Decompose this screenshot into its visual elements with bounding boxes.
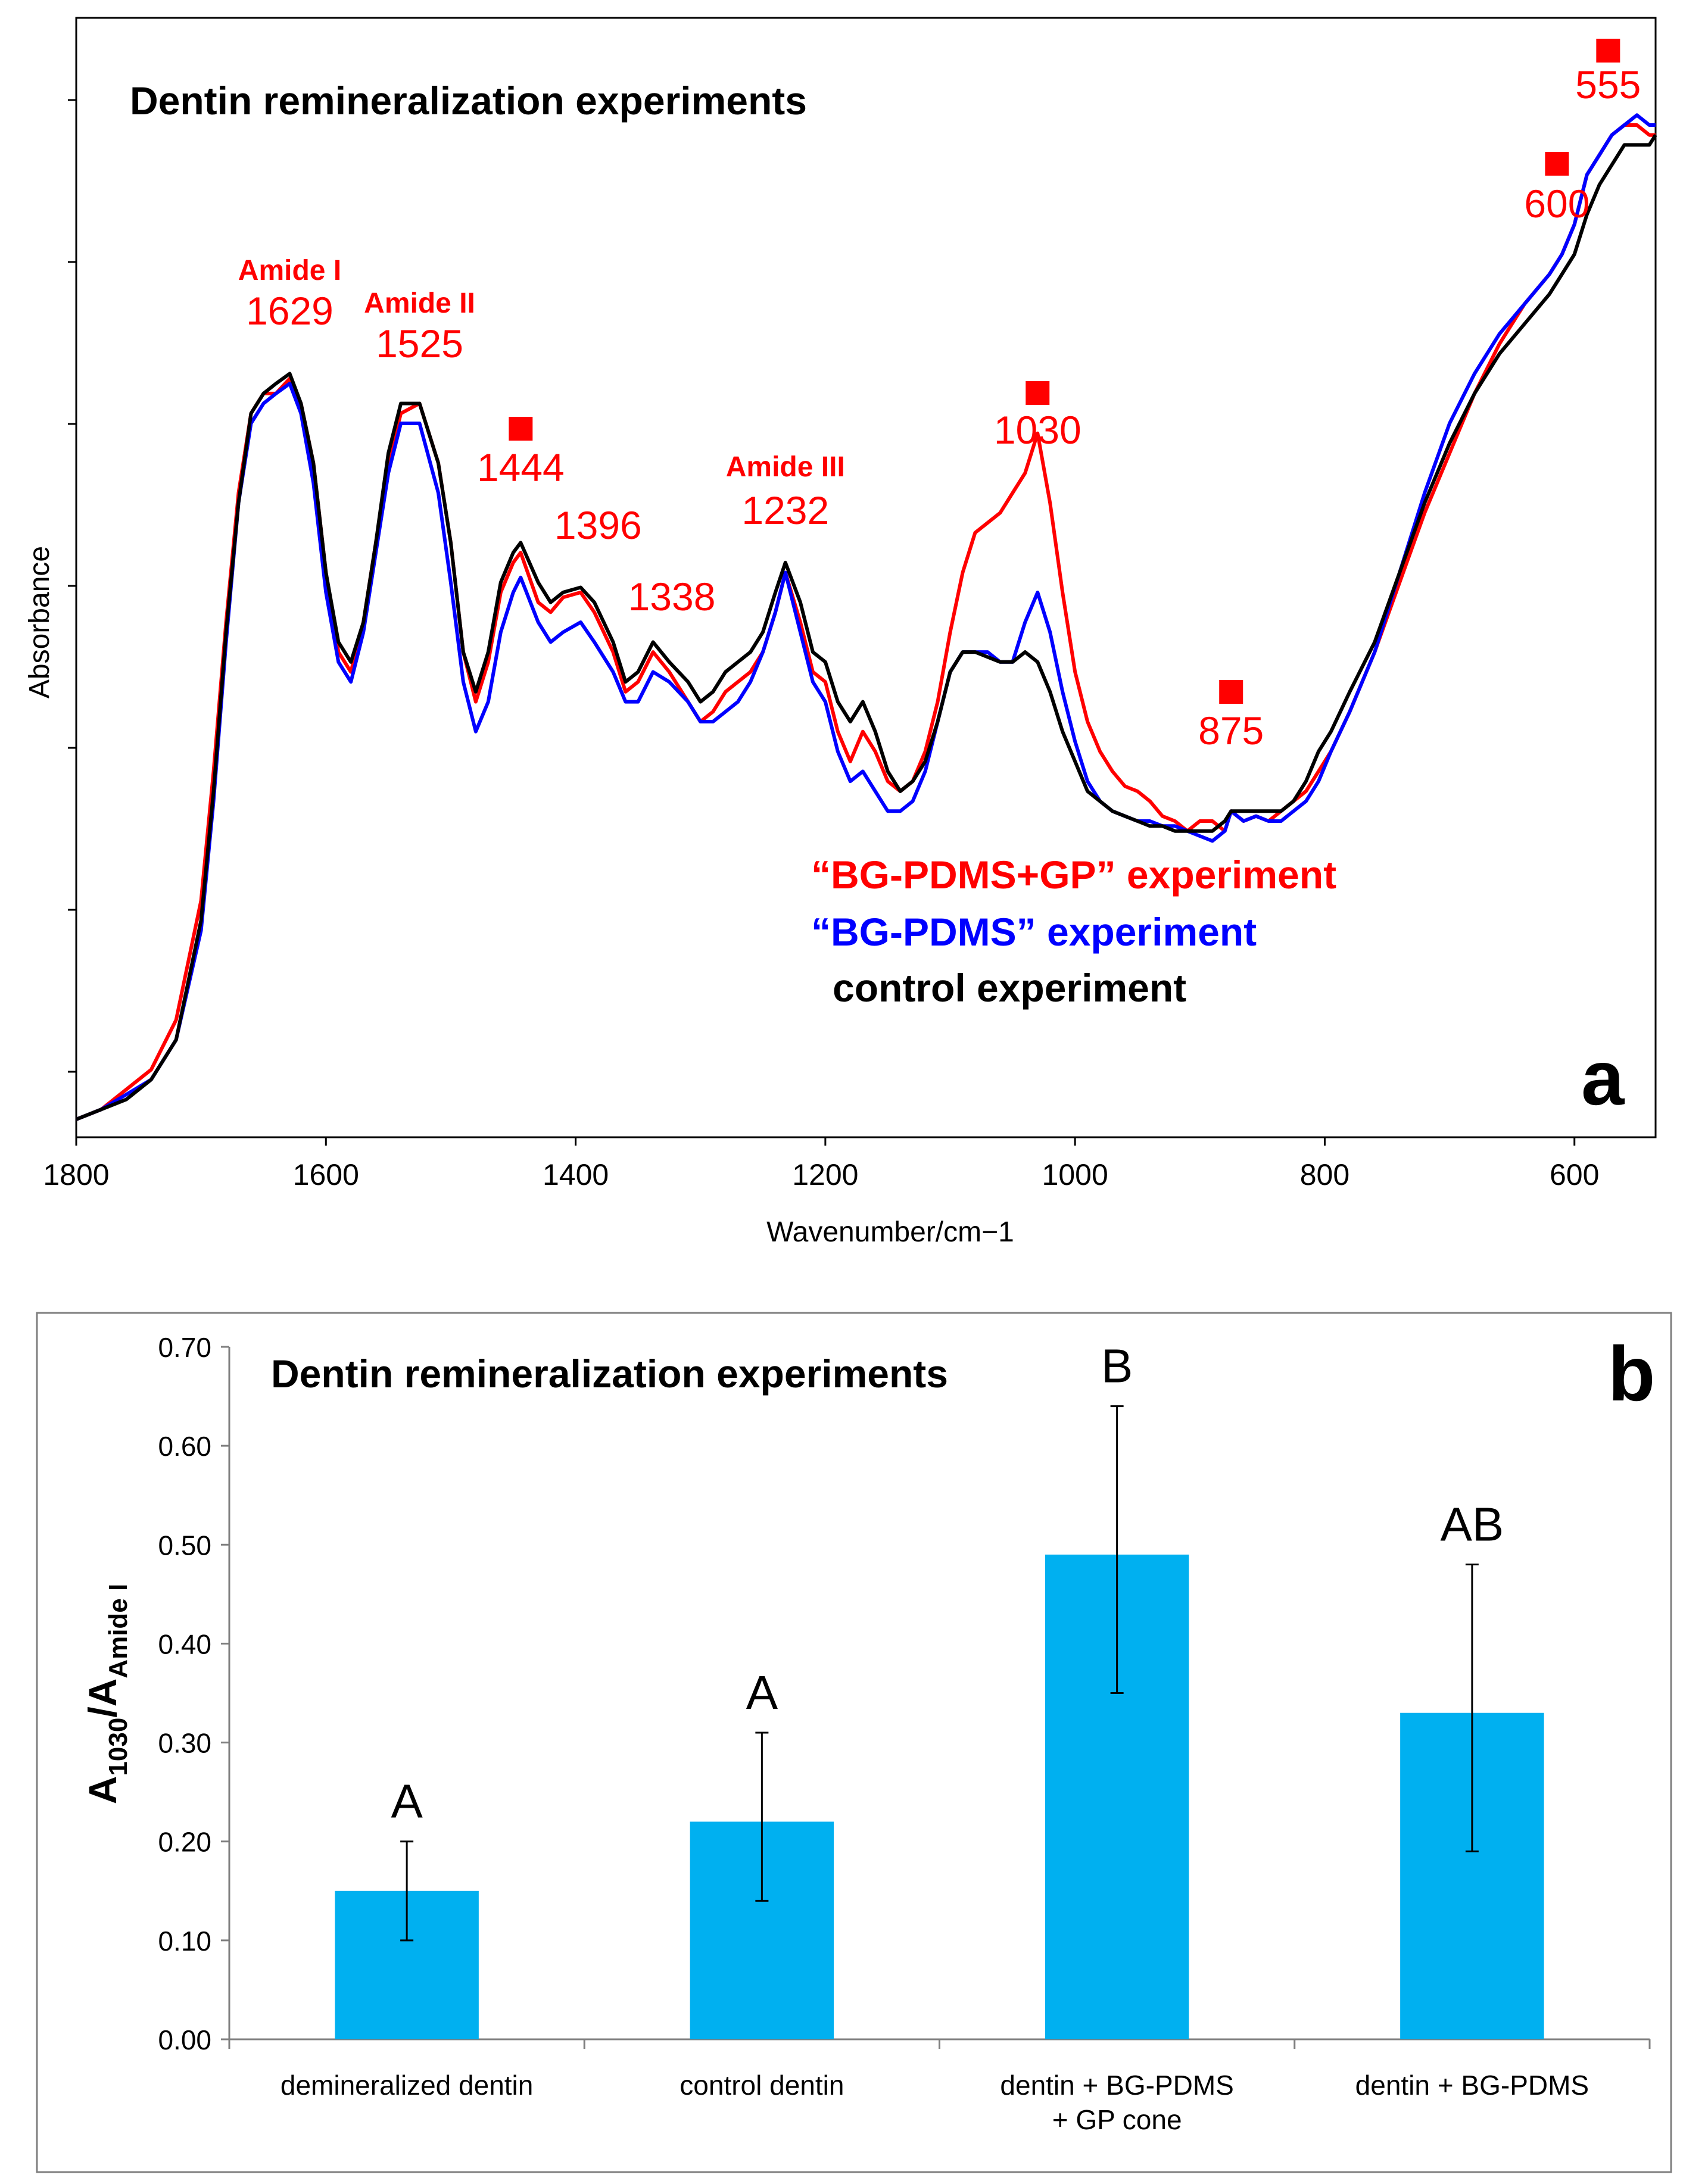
peak-marker-square <box>1545 152 1569 176</box>
category-label: control dentin <box>680 2070 844 2101</box>
panel-a-x-axis-label: Wavenumber/cm−1 <box>766 1216 1014 1248</box>
panel-a-y-ticks <box>68 99 76 1073</box>
panel-b-x-ticks: demineralized dentin control dentin dentin… <box>228 2039 1651 2135</box>
legend-entry-bg-pdms: “BG-PDMS” experiment <box>811 910 1257 954</box>
panel-a-x-tick-label: 1600 <box>293 1158 359 1191</box>
peak-label: 1396 <box>554 503 642 547</box>
category-label: dentin + BG-PDMS <box>1000 2070 1233 2101</box>
panel-a-x-tick-label: 800 <box>1300 1158 1349 1191</box>
category-label: + GP cone <box>1052 2104 1182 2135</box>
peak-marker-square <box>509 417 533 441</box>
peak-label: 555 <box>1575 63 1641 107</box>
panel-b-y-tick-label: 0.10 <box>158 1926 211 1957</box>
peak-title: Amide I <box>238 255 341 286</box>
peak-label: 1629 <box>246 289 334 333</box>
panel-b-y-ticks: 0.00 0.10 0.20 0.30 0.40 0.50 0.60 0.70 <box>158 1332 229 2055</box>
panel-a-title: Dentin remineralization experiments <box>130 79 807 123</box>
panel-a-x-tick-label: 600 <box>1550 1158 1599 1191</box>
peak-label: 875 <box>1198 709 1264 753</box>
panel-b-label: b <box>1608 1330 1655 1417</box>
panel-b-y-tick-label: 0.60 <box>158 1431 211 1462</box>
panel-a-series <box>75 113 1657 1121</box>
peak-title: Amide III <box>726 451 845 483</box>
panel-b-y-tick-label: 0.30 <box>158 1728 211 1759</box>
panel-a-x-tick-label: 1800 <box>43 1158 109 1191</box>
significance-letter: B <box>1101 1340 1133 1393</box>
peak-label: 600 <box>1524 182 1589 226</box>
significance-letter: AB <box>1441 1498 1504 1551</box>
panel-b-y-axis-label: A1030/AAmide I <box>80 1584 133 1804</box>
peak-label: 1232 <box>741 488 829 532</box>
series-line <box>75 134 1657 1121</box>
panel-a-legend: “BG-PDMS+GP” experiment “BG-PDMS” experi… <box>811 853 1336 1010</box>
panel-b-y-tick-label: 0.40 <box>158 1628 211 1659</box>
category-label: demineralized dentin <box>280 2070 534 2101</box>
panel-a-x-tick-label: 1000 <box>1042 1158 1108 1191</box>
panel-a-label: a <box>1581 1034 1625 1121</box>
peak-marker-square <box>1596 39 1620 63</box>
peak-marker-square <box>1219 680 1243 704</box>
panel-b-y-tick-label: 0.00 <box>158 2024 211 2055</box>
panel-a-plot-frame <box>75 17 1657 1138</box>
panel-a-x-tick-label: 1200 <box>792 1158 858 1191</box>
panel-b-title: Dentin remineralization experiments <box>271 1352 948 1396</box>
peak-label: 1030 <box>994 408 1081 452</box>
panel-b-outer-frame <box>36 1312 1672 2173</box>
panel-a-y-axis-label: Absorbance <box>24 546 55 698</box>
peak-marker-square <box>1026 381 1050 405</box>
peak-label: 1338 <box>628 575 716 619</box>
panel-b-y-tick-label: 0.70 <box>158 1332 211 1363</box>
legend-entry-control: control experiment <box>833 966 1186 1010</box>
peak-label: 1525 <box>376 322 463 366</box>
peak-title: Amide II <box>364 288 475 319</box>
panel-a-x-tick-label: 1400 <box>543 1158 609 1191</box>
significance-letter: A <box>746 1666 778 1719</box>
panel-a-x-ticks: 1800 1600 1400 1200 1000 800 600 <box>43 1137 1599 1191</box>
category-label: dentin + BG-PDMS <box>1355 2070 1589 2101</box>
panel-b: 0.00 0.10 0.20 0.30 0.40 0.50 0.60 0.70 deminer… <box>36 1312 1672 2173</box>
peak-label: 1444 <box>477 445 565 489</box>
panel-b-y-tick-label: 0.20 <box>158 1827 211 1858</box>
legend-entry-bg-pdms-gp: “BG-PDMS+GP” experiment <box>811 853 1336 897</box>
panel-b-y-tick-label: 0.50 <box>158 1530 211 1561</box>
significance-letter: A <box>391 1775 423 1828</box>
